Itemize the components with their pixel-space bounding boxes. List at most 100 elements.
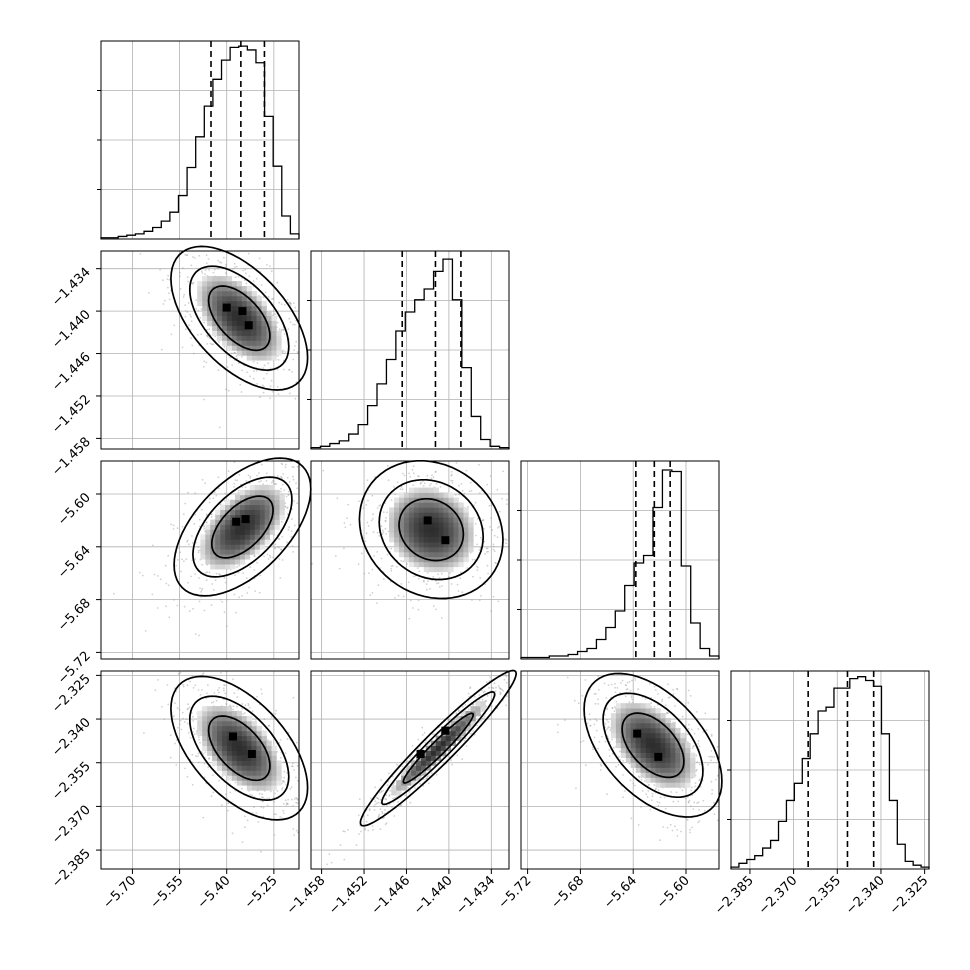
sample-point — [476, 543, 478, 546]
sample-point — [186, 254, 188, 256]
density-cell — [197, 295, 203, 302]
sample-point — [241, 841, 244, 843]
sample-point — [376, 531, 379, 534]
density-cell — [640, 713, 646, 719]
density-cell — [428, 527, 434, 533]
density-cell — [610, 732, 617, 739]
density-cell — [241, 725, 247, 732]
sample-point — [697, 821, 699, 824]
density-cell — [261, 770, 267, 776]
sample-point — [291, 798, 293, 801]
sample-point — [276, 790, 279, 792]
density-cell — [406, 765, 412, 771]
sample-point — [223, 577, 226, 579]
density-cell — [433, 502, 439, 508]
density-cell — [236, 735, 242, 742]
sample-point — [192, 720, 195, 722]
sample-point — [177, 672, 180, 675]
density-cell — [465, 725, 471, 732]
density-cell — [246, 305, 252, 312]
density-cell — [230, 514, 236, 520]
density-cell — [261, 320, 267, 326]
density-cell — [274, 494, 280, 501]
sample-point — [365, 532, 368, 535]
density-cell — [448, 512, 454, 518]
sample-point — [283, 781, 286, 783]
sample-point — [492, 595, 495, 598]
sample-point — [182, 296, 185, 298]
density-cell — [256, 345, 262, 351]
density-cell — [207, 716, 213, 722]
sample-point — [266, 804, 269, 807]
sample-point — [505, 539, 508, 541]
sample-point — [475, 534, 477, 537]
sample-point — [689, 805, 692, 808]
sample-point — [367, 499, 369, 502]
sample-point — [413, 575, 415, 578]
sample-point — [195, 299, 198, 302]
density-cell — [215, 539, 221, 545]
density-cell — [231, 760, 238, 766]
density-cell — [212, 295, 218, 302]
density-cell — [645, 708, 651, 714]
sample-point — [281, 350, 283, 353]
density-cell — [235, 549, 241, 555]
sample-point — [697, 728, 700, 730]
sample-point — [470, 489, 473, 492]
sample-point — [258, 792, 261, 795]
density-cell — [249, 514, 256, 520]
sample-point — [711, 756, 714, 758]
density-cell — [650, 767, 656, 773]
sample-point — [281, 483, 284, 486]
sample-point — [293, 466, 295, 469]
density-cell — [266, 785, 272, 791]
sample-point — [181, 525, 184, 528]
density-cell — [259, 509, 265, 515]
sample-point — [251, 794, 254, 796]
sample-point — [192, 281, 195, 284]
density-cell — [197, 300, 203, 307]
density-cell — [202, 745, 208, 751]
sample-point — [478, 492, 481, 494]
density-cell — [246, 730, 252, 737]
sample-point — [344, 830, 346, 833]
sample-point — [593, 736, 596, 739]
sample-point — [430, 477, 433, 480]
density-cell — [450, 735, 456, 742]
density-cell — [460, 711, 466, 717]
sample-point — [258, 480, 261, 483]
sample-point — [600, 764, 603, 767]
density-cell — [200, 554, 206, 560]
density-cell — [212, 706, 218, 712]
density-cell — [261, 330, 267, 336]
sample-point — [380, 791, 383, 793]
sample-point — [711, 792, 713, 795]
density-cell — [246, 335, 252, 341]
density-cell — [202, 291, 208, 297]
sample-point — [431, 772, 433, 775]
density-cell — [675, 727, 681, 734]
sample-point — [461, 736, 464, 739]
sample-point — [450, 474, 453, 477]
sample-point — [357, 563, 360, 566]
density-cell — [226, 775, 233, 781]
sample-point — [233, 486, 236, 488]
sample-point — [208, 571, 211, 574]
sample-point — [311, 562, 313, 565]
sample-point — [628, 680, 631, 683]
density-cell — [241, 760, 247, 766]
sample-point — [238, 473, 241, 476]
density-cell — [433, 492, 439, 498]
density-cell — [217, 765, 223, 771]
sample-point — [212, 589, 215, 591]
density-cell — [455, 716, 461, 722]
density-cell — [660, 737, 666, 744]
sample-point — [360, 552, 363, 555]
sample-point — [201, 563, 204, 566]
sample-point — [255, 277, 258, 280]
sample-point — [376, 797, 379, 800]
sample-point — [698, 809, 700, 811]
sample-point — [218, 573, 220, 575]
sample-point — [199, 741, 202, 744]
density-cell — [222, 720, 228, 727]
